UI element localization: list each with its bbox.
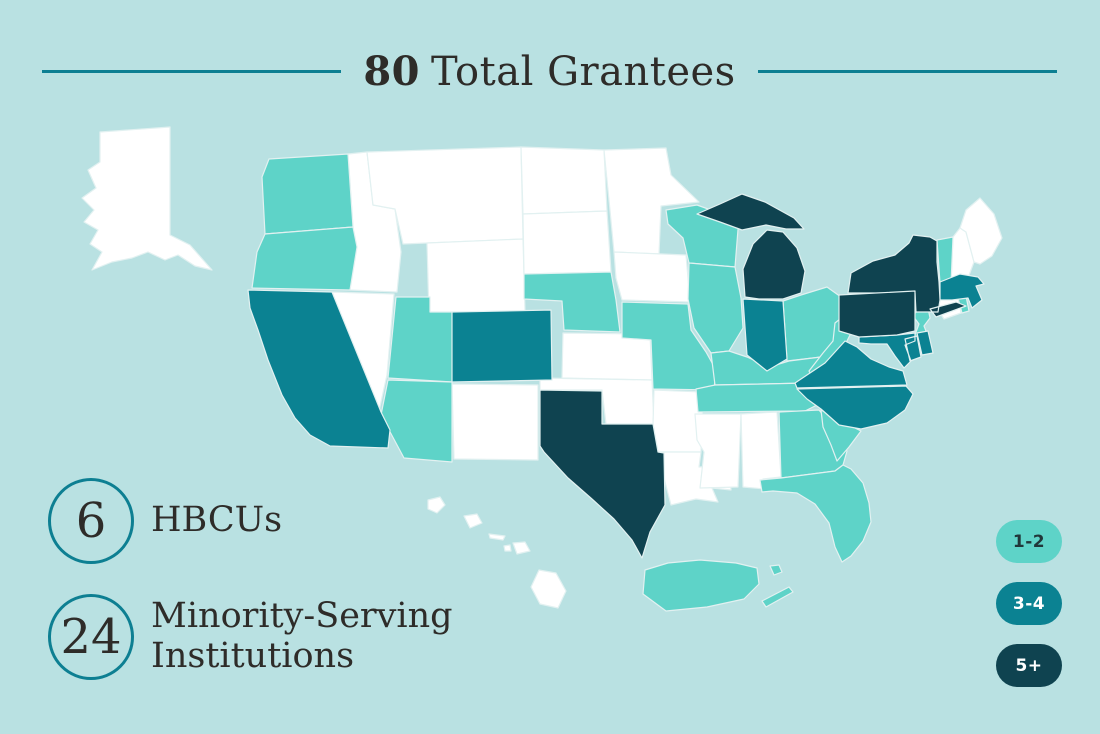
legend-label-5plus: 5+ — [1015, 655, 1043, 676]
state-ms — [694, 413, 742, 489]
page-title: 80 Total Grantees — [363, 48, 735, 95]
state-hi — [427, 496, 567, 609]
state-pa — [838, 290, 916, 338]
state-va — [794, 340, 908, 389]
state-nm — [451, 383, 539, 461]
state-ma — [939, 273, 985, 309]
state-az — [380, 379, 453, 463]
state-me — [959, 197, 1003, 265]
states-group — [81, 126, 1003, 612]
state-vt — [936, 236, 954, 285]
state-ia — [613, 251, 691, 303]
state-wa — [261, 153, 354, 235]
title-bar: 80 Total Grantees — [42, 40, 1058, 102]
state-ne — [523, 271, 621, 333]
stat-hbcus: 6 HBCUs — [48, 478, 282, 564]
state-nc — [796, 385, 914, 430]
msi-label: Minority-Serving Institutions — [151, 597, 453, 676]
legend-pill-3-4: 3-4 — [996, 582, 1062, 625]
state-wy — [426, 238, 526, 316]
hbcu-label: HBCUs — [151, 500, 283, 541]
state-mn — [603, 147, 700, 255]
state-md — [858, 332, 922, 369]
state-pr — [642, 559, 760, 612]
state-sd — [522, 210, 612, 275]
hbcu-count: 6 — [75, 493, 107, 549]
msi-label-line2: Institutions — [151, 636, 355, 676]
legend-label-1-2: 1-2 — [1012, 531, 1046, 552]
map-legend: 1-2 3-4 5+ — [996, 520, 1062, 706]
state-mi — [696, 193, 806, 300]
state-ca — [247, 289, 391, 449]
state-or — [251, 226, 358, 291]
msi-label-line1: Minority-Serving — [151, 596, 453, 637]
state-nd — [520, 146, 608, 215]
msi-count-circle: 24 — [48, 594, 134, 680]
title-rule-right — [757, 69, 1058, 73]
state-ny — [847, 234, 967, 318]
hbcu-count-circle: 6 — [48, 478, 134, 564]
state-fl — [759, 464, 872, 563]
state-ak — [81, 126, 213, 271]
total-grantees-label: Total Grantees — [430, 48, 736, 95]
total-grantees-count: 80 — [363, 47, 420, 95]
state-ks — [561, 332, 653, 381]
hbcu-label-line1: HBCUs — [151, 500, 283, 541]
legend-pill-1-2: 1-2 — [996, 520, 1062, 563]
state-vi — [761, 564, 794, 608]
state-in — [742, 298, 788, 372]
stat-msi: 24 Minority-Serving Institutions — [48, 594, 453, 680]
title-rule-left — [42, 69, 342, 73]
state-de — [916, 330, 934, 356]
msi-count: 24 — [60, 609, 122, 665]
legend-pill-5plus: 5+ — [996, 644, 1062, 687]
state-tx — [539, 389, 666, 559]
state-al — [740, 411, 782, 490]
legend-label-3-4: 3-4 — [1012, 593, 1046, 614]
state-co — [451, 309, 553, 383]
